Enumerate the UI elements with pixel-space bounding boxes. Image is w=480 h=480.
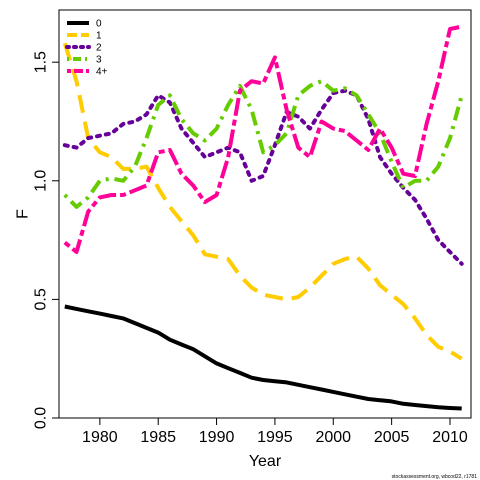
legend-label-0: 0 xyxy=(96,19,102,30)
series-line-0 xyxy=(64,304,462,411)
y-tick-label: 0.5 xyxy=(33,288,50,310)
x-axis: 1980 1985 1990 1995 2000 2005 2010 xyxy=(64,417,468,446)
x-tick-label: 1985 xyxy=(140,429,176,446)
y-axis-label: F xyxy=(15,209,32,219)
series-line-2 xyxy=(62,88,464,266)
series-lines xyxy=(62,24,464,411)
x-tick-label: 2005 xyxy=(374,429,410,446)
x-tick-label: 1990 xyxy=(199,429,235,446)
y-tick-label: 1.0 xyxy=(33,170,50,192)
x-tick-label: 2000 xyxy=(315,429,351,446)
legend-label-3: 3 xyxy=(96,55,102,66)
series-line-3 xyxy=(63,79,464,209)
legend-label-4: 4+ xyxy=(96,67,108,78)
y-axis: 0.0 0.5 1.0 1.5 xyxy=(33,51,60,429)
series-line-1 xyxy=(62,42,463,361)
x-tick-label: 1995 xyxy=(257,429,293,446)
legend-label-1: 1 xyxy=(96,31,102,42)
x-tick-label: 1980 xyxy=(82,429,118,446)
series-line-4 xyxy=(63,24,463,254)
x-axis-label: Year xyxy=(249,453,282,470)
plot-frame xyxy=(58,9,472,419)
y-tick-label: 0.0 xyxy=(33,407,50,429)
x-tick-label: 2010 xyxy=(432,429,468,446)
y-tick-label: 1.5 xyxy=(33,51,50,73)
legend-label-2: 2 xyxy=(96,43,102,54)
footnote: stockassessment.org, wbcod22, r1781 xyxy=(392,474,478,480)
